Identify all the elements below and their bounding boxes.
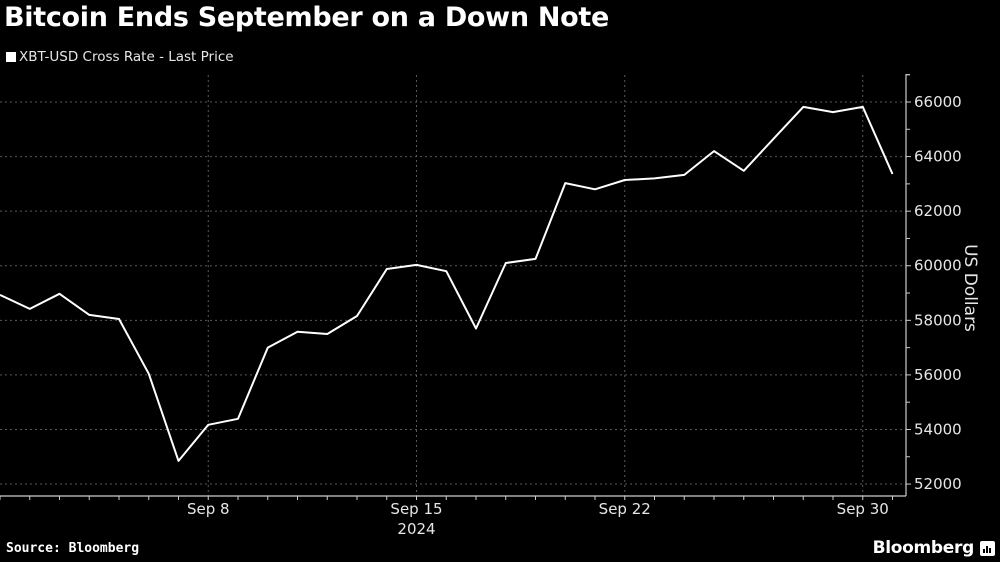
y-axis-tick-labels: 52000 54000 56000 58000 60000 62000 64000 66000 xyxy=(914,93,962,493)
price-line xyxy=(0,105,894,462)
legend-swatch-icon xyxy=(6,52,16,62)
x-tick-label: Sep 8 xyxy=(187,500,230,518)
x-year-label: 2024 xyxy=(397,520,435,538)
y-axis-title: US Dollars xyxy=(960,244,980,332)
bloomberg-chart-icon xyxy=(980,541,995,556)
legend-label: XBT-USD Cross Rate - Last Price xyxy=(19,49,234,65)
y-tick-label: 52000 xyxy=(914,475,962,493)
x-axis-tick-labels: Sep 8 Sep 15 Sep 22 Sep 30 2024 xyxy=(187,500,889,538)
axes xyxy=(0,74,911,500)
y-tick-label: 54000 xyxy=(914,420,962,438)
source-note: Source: Bloomberg xyxy=(6,541,140,556)
y-tick-label: 60000 xyxy=(914,257,962,275)
y-tick-label: 64000 xyxy=(914,148,962,166)
y-tick-label: 62000 xyxy=(914,202,962,220)
x-tick-label: Sep 22 xyxy=(599,500,651,518)
y-tick-label: 58000 xyxy=(914,311,962,329)
x-tick-label: Sep 30 xyxy=(837,500,889,518)
chart-title: Bitcoin Ends September on a Down Note xyxy=(4,2,610,33)
legend: XBT-USD Cross Rate - Last Price xyxy=(6,49,234,65)
y-tick-label: 66000 xyxy=(914,93,962,111)
brand-logo-text: Bloomberg xyxy=(872,538,975,558)
y-tick-label: 56000 xyxy=(914,366,962,384)
x-tick-label: Sep 15 xyxy=(390,500,442,518)
